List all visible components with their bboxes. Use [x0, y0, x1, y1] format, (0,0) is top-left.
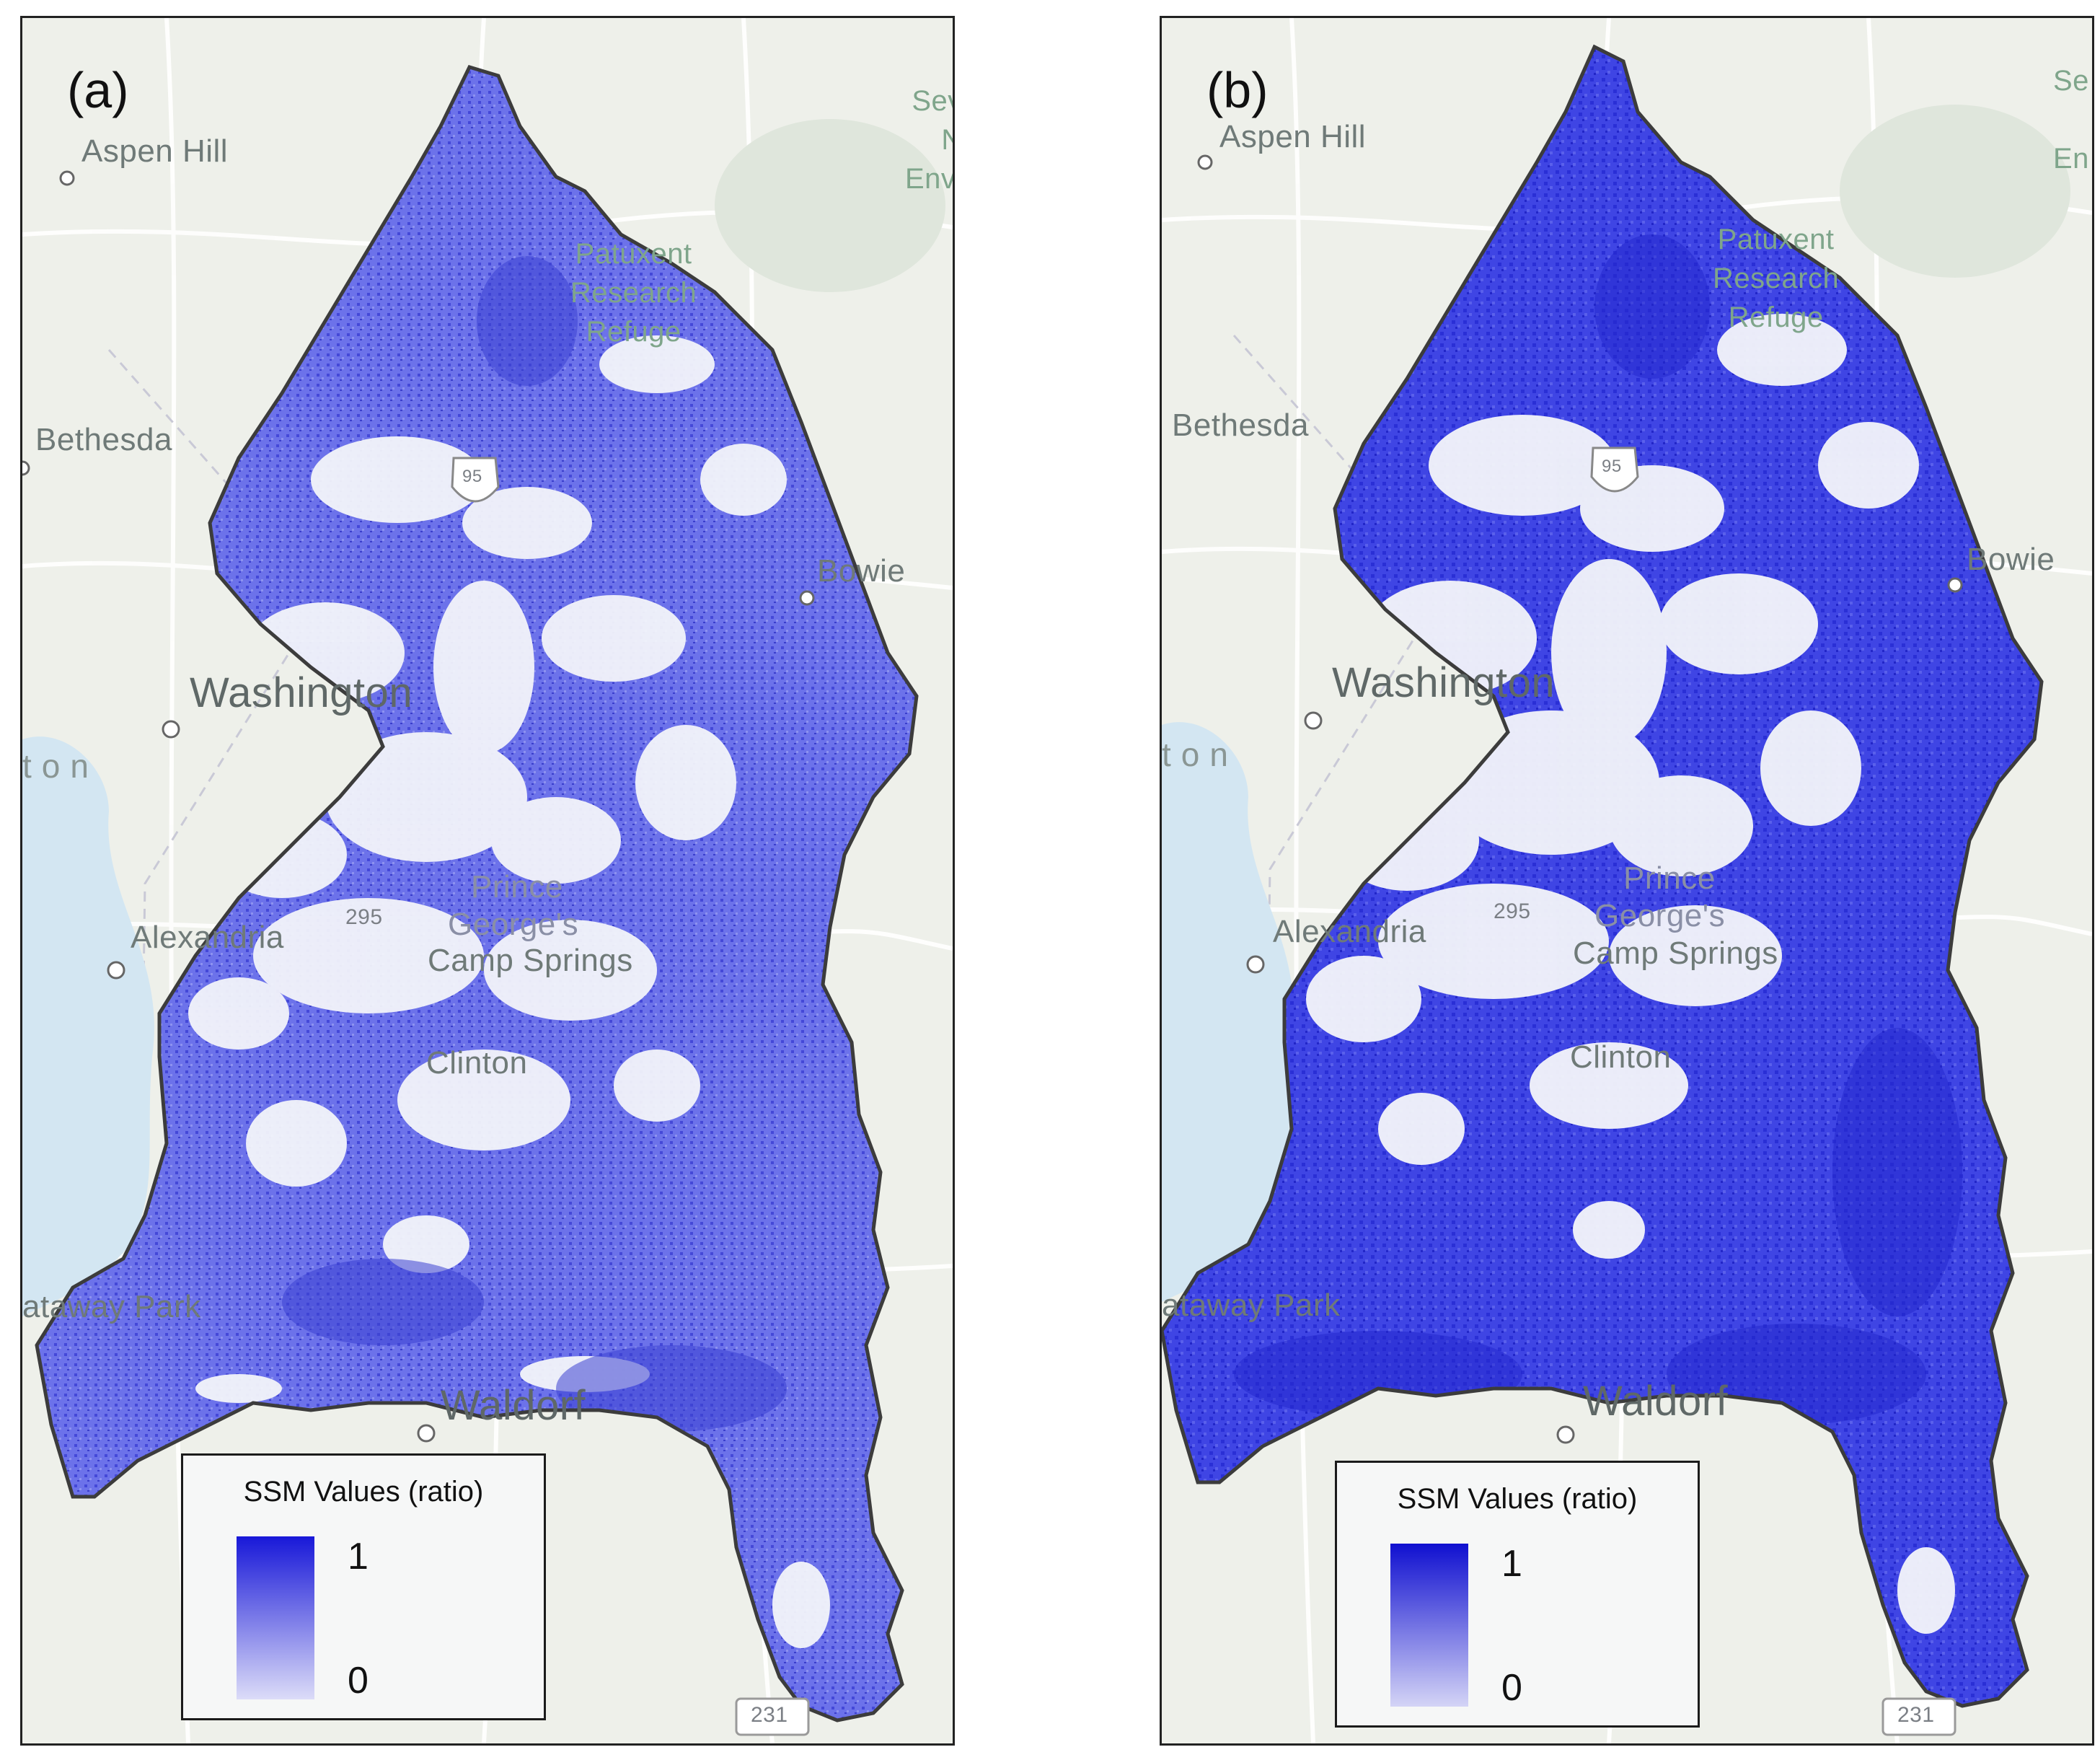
route-label-231-a: 231 — [751, 1703, 788, 1727]
place-dot-alexandria-b — [1246, 955, 1265, 974]
legend-min-label-a: 0 — [348, 1660, 369, 1702]
patuxent-line-2-a: Research — [570, 277, 697, 309]
legend-min-label-b: 0 — [1501, 1667, 1522, 1709]
place-dot-waldorf-a — [417, 1424, 436, 1443]
place-label-bowie-b: Bowie — [1967, 542, 2055, 577]
place-label-waldorf-b: Waldorf — [1583, 1378, 1729, 1425]
place-label-ton-b: ton — [1162, 736, 1238, 773]
legend-title-a: SSM Values (ratio) — [243, 1476, 484, 1508]
patuxent-line-1-a: Patuxent — [575, 238, 692, 270]
place-label-aspen-hill-b: Aspen Hill — [1219, 119, 1367, 154]
sev-line-1-a: Sev — [912, 85, 953, 117]
place-dot-alexandria-a — [107, 961, 125, 980]
legend-color-ramp-b — [1390, 1544, 1468, 1707]
place-label-patuxent-a: Patuxent Research Refuge — [570, 234, 697, 351]
place-label-camp-springs-a: Camp Springs — [428, 943, 633, 978]
place-label-aspen-hill-a: Aspen Hill — [81, 133, 229, 169]
patuxent-line-3-a: Refuge — [586, 316, 681, 348]
county-outline-a — [35, 64, 919, 1722]
route-label-231-b: 231 — [1897, 1703, 1935, 1727]
sev-line-2-a: N — [905, 120, 953, 159]
patuxent-line-1-b: Patuxent — [1717, 224, 1835, 255]
map-panel-b: (b) Aspen Hill Bethesda Washington ton A… — [1160, 16, 2094, 1746]
place-label-bethesda-b: Bethesda — [1172, 408, 1309, 443]
place-label-alexandria-b: Alexandria — [1273, 914, 1426, 949]
place-label-sev-b: Se En — [2053, 61, 2089, 178]
legend-b: SSM Values (ratio) 1 0 — [1335, 1461, 1700, 1728]
panel-label-a: (a) — [67, 62, 129, 118]
place-dot-waldorf-b — [1556, 1425, 1575, 1444]
place-label-prince-a: Prince — [471, 869, 563, 905]
place-label-camp-springs-b: Camp Springs — [1573, 936, 1778, 971]
place-label-piscataway-b: ataway Park — [1162, 1288, 1341, 1323]
place-label-piscataway-a: ataway Park — [22, 1289, 201, 1324]
place-dot-aspen-hill-b — [1197, 154, 1213, 170]
route-label-295-a: 295 — [345, 905, 383, 929]
place-label-alexandria-a: Alexandria — [131, 920, 284, 955]
panel-label-b: (b) — [1206, 62, 1269, 118]
route-shield-95-b — [1590, 446, 1639, 493]
patuxent-line-3-b: Refuge — [1728, 302, 1824, 333]
place-label-washington-a: Washington — [190, 669, 413, 716]
sev-line-1-b: Se — [2053, 65, 2089, 97]
route-shield-231-a — [735, 1697, 810, 1736]
sev-line-3-a: Envi — [905, 163, 955, 195]
place-label-bowie-a: Bowie — [817, 553, 906, 589]
place-label-washington-b: Washington — [1332, 659, 1556, 706]
map-canvas-a — [22, 18, 953, 1743]
county-outline-b — [1162, 44, 2044, 1708]
legend-a: SSM Values (ratio) 1 0 — [181, 1453, 546, 1720]
place-dot-aspen-hill-a — [59, 170, 75, 186]
route-shield-95-a — [451, 457, 500, 503]
place-label-sev-a: Sev N Envi — [905, 82, 955, 198]
legend-title-b: SSM Values (ratio) — [1397, 1483, 1638, 1515]
place-label-ton-a: ton — [22, 747, 99, 785]
place-label-georges-b: George's — [1594, 898, 1726, 933]
route-label-95-b: 95 — [1602, 457, 1622, 476]
place-dot-washington-b — [1304, 711, 1323, 730]
legend-max-label-a: 1 — [348, 1536, 369, 1578]
place-label-clinton-b: Clinton — [1570, 1039, 1672, 1075]
place-label-waldorf-a: Waldorf — [441, 1382, 586, 1429]
route-label-95-a: 95 — [462, 467, 482, 486]
sev-line-3-b: En — [2053, 143, 2089, 175]
place-label-prince-b: Prince — [1623, 861, 1716, 896]
place-dot-washington-a — [162, 720, 180, 739]
place-label-bethesda-a: Bethesda — [35, 422, 172, 457]
map-panel-a: (a) Aspen Hill Bethesda Washington ton A… — [20, 16, 955, 1746]
legend-max-label-b: 1 — [1501, 1543, 1522, 1585]
legend-color-ramp-a — [237, 1536, 314, 1699]
place-label-georges-a: George's — [448, 907, 579, 942]
place-label-patuxent-b: Patuxent Research Refuge — [1713, 220, 1839, 337]
route-label-295-b: 295 — [1494, 899, 1531, 923]
place-dot-bowie-b — [1947, 577, 1963, 593]
patuxent-line-2-b: Research — [1713, 263, 1840, 294]
place-label-clinton-a: Clinton — [426, 1045, 528, 1081]
map-canvas-b — [1162, 18, 2092, 1743]
route-shield-231-b — [1881, 1697, 1956, 1736]
sev-line-2-b — [2053, 100, 2089, 139]
place-dot-bowie-a — [799, 590, 815, 606]
